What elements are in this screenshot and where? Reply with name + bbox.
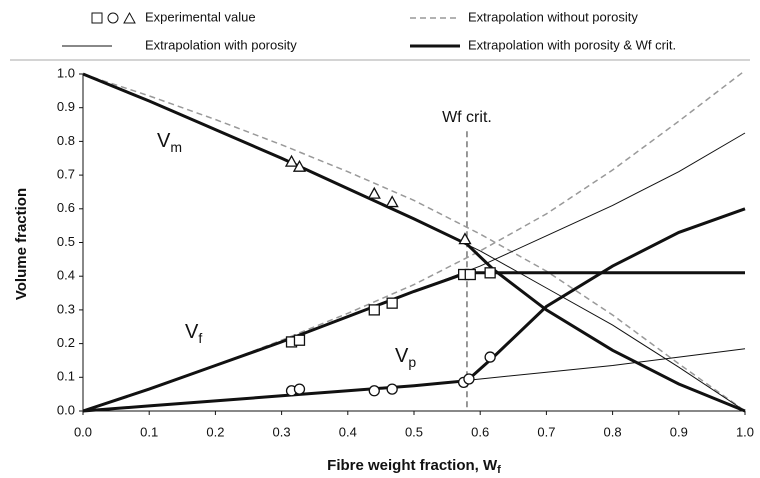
y-tick-label: 0.1 [57, 369, 75, 384]
y-tick-label: 0.6 [57, 200, 75, 215]
x-tick-label: 0.9 [670, 424, 688, 439]
curve [82, 72, 746, 413]
marker [464, 268, 476, 281]
x-tick-label: 0.7 [537, 424, 555, 439]
y-tick-label: 0.2 [57, 335, 75, 350]
y-tick-label: 0.9 [57, 99, 75, 114]
legend-circle [107, 12, 119, 24]
legend-label: Experimental value [145, 9, 256, 24]
y-tick-label: 0.0 [57, 402, 75, 417]
legend-label: Extrapolation without porosity [468, 9, 638, 24]
marker [368, 304, 380, 316]
x-tick-label: 1.0 [736, 424, 754, 439]
legend-markers [91, 11, 136, 24]
curve-label-sub: m [170, 139, 182, 155]
curve [82, 207, 746, 413]
marker [368, 385, 380, 397]
y-tick-label: 1.0 [57, 65, 75, 80]
marker [386, 383, 398, 395]
curve-label: Vp [395, 345, 416, 369]
y-tick-label: 0.3 [57, 301, 75, 316]
marker [292, 159, 307, 172]
curve-label-sub: p [408, 354, 416, 370]
marker [463, 373, 475, 385]
marker [367, 186, 381, 199]
curve-label: Vm [157, 130, 182, 154]
legend-label: Extrapolation with porosity [145, 37, 297, 52]
x-axis-label-text: Fibre weight fraction, W [327, 457, 498, 474]
marker [385, 195, 399, 208]
marker [293, 383, 306, 395]
x-axis-label-sub: f [497, 464, 501, 476]
curve [82, 70, 746, 412]
x-tick-label: 0.3 [273, 424, 291, 439]
x-tick-label: 0.2 [206, 424, 224, 439]
curve-label-text: V [157, 130, 171, 152]
critical-label: Wf crit. [442, 109, 492, 126]
marker [284, 154, 299, 167]
curve [82, 271, 745, 413]
marker [386, 297, 398, 309]
legend-triangle [123, 11, 136, 24]
y-tick-label: 0.4 [57, 268, 75, 283]
x-tick-label: 0.5 [405, 424, 423, 439]
marker [484, 267, 496, 279]
y-tick-label: 0.7 [57, 167, 75, 182]
legend-square [91, 12, 103, 24]
y-tick-label: 0.8 [57, 133, 75, 148]
x-tick-label: 0.1 [140, 424, 158, 439]
curve [82, 73, 746, 412]
y-axis-label: Volume fraction [13, 188, 30, 300]
legend-label: Extrapolation with porosity & Wf crit. [468, 37, 676, 52]
curve-label-text: V [395, 345, 409, 367]
curve-label: Vf [185, 321, 202, 345]
x-axis-label: Fibre weight fraction, Wf [327, 457, 501, 476]
marker [458, 232, 472, 245]
marker [293, 334, 306, 346]
x-tick-label: 0.8 [604, 424, 622, 439]
curve-label-sub: f [198, 330, 202, 346]
marker [484, 351, 496, 363]
x-tick-label: 0.0 [74, 424, 92, 439]
x-tick-label: 0.6 [471, 424, 489, 439]
x-tick-label: 0.4 [339, 424, 357, 439]
y-tick-label: 0.5 [57, 234, 75, 249]
curve-label-text: V [185, 321, 199, 343]
